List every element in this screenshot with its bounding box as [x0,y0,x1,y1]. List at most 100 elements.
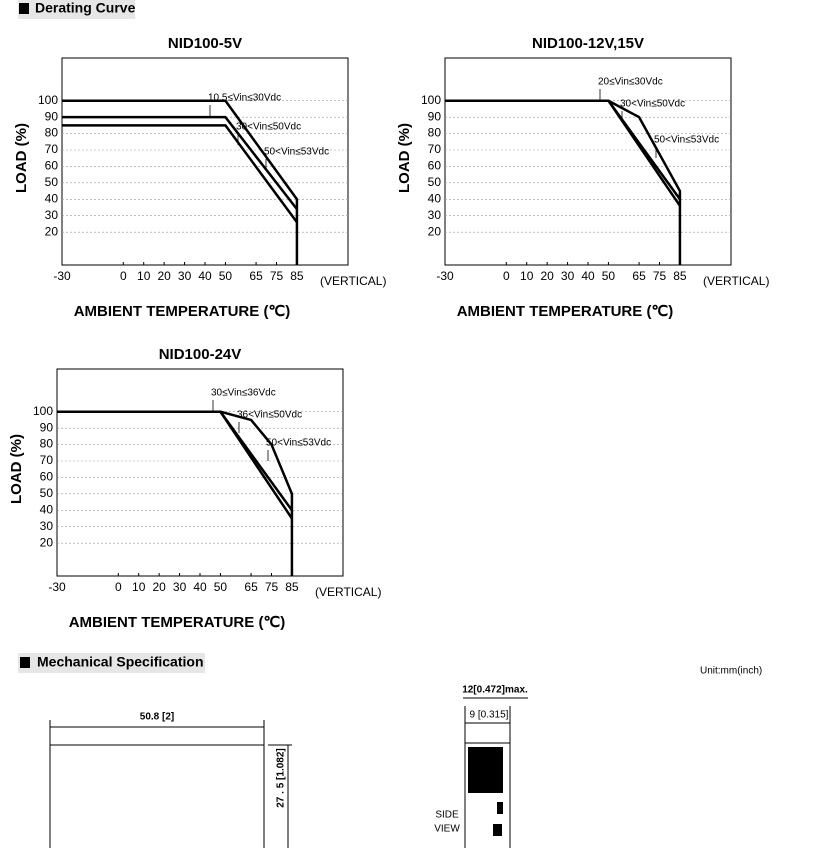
y-tick-label: 100 [38,93,58,107]
x-tick-label: 75 [270,269,284,283]
x-tick-label: -30 [48,580,66,594]
y-tick-label: 80 [428,126,442,140]
x-axis-label: AMBIENT TEMPERATURE (℃) [457,303,674,320]
y-tick-label: 80 [45,126,59,140]
module-side [464,742,511,848]
y-tick-label: 30 [428,208,442,222]
derating-line [57,410,293,520]
curve-label: 30≤Vin≤36Vdc [211,388,276,399]
x-tick-label: 0 [120,269,127,283]
dim-height: 27 . 5 [1.082] [276,748,287,807]
y-tick-label: 70 [428,142,442,156]
curve-label: 30<Vin≤50Vdc [236,122,301,133]
y-tick-label: 30 [40,519,54,533]
pin [493,824,502,836]
y-tick-label: 20 [45,224,59,238]
x-tick-label: 85 [673,269,687,283]
derating-line [445,99,681,207]
chart-title: NID100-5V [168,35,242,52]
x-tick-label: -30 [53,269,71,283]
derating-line [62,124,298,224]
y-tick-label: 70 [40,453,54,467]
x-tick-label: 10 [132,580,146,594]
dim-width: 50.8 [2] [140,712,174,723]
y-tick-label: 90 [428,109,442,123]
y-tick-label: 100 [33,404,53,418]
x-tick-label: 30 [173,580,187,594]
x-tick-label: 85 [285,580,299,594]
derating-line [62,115,298,210]
x-tick-label: 10 [137,269,151,283]
section-header-bg [18,0,135,19]
y-tick-label: 70 [45,142,59,156]
curve-label: 20≤Vin≤30Vdc [598,77,663,88]
x-tick-label: 30 [561,269,575,283]
side-view-label: SIDE [435,810,459,821]
plot-frame [56,368,344,577]
y-tick-label: 40 [45,191,59,205]
plot-frame [61,57,349,266]
axis-note: (VERTICAL) [703,274,769,288]
derating-line [62,99,299,265]
chart-title: NID100-12V,15V [532,35,644,52]
y-tick-label: 80 [40,437,54,451]
dim-depth-max: 12[0.472]max. [462,685,528,696]
module-front [49,744,265,848]
y-tick-label: 40 [40,502,54,516]
curve-label: 10.5≤Vin≤30Vdc [208,93,281,104]
x-tick-label: 10 [520,269,534,283]
x-tick-label: 50 [214,580,228,594]
x-tick-label: 65 [632,269,646,283]
x-tick-label: 20 [157,269,171,283]
x-tick-label: 85 [290,269,304,283]
curve-label: 36<Vin≤50Vdc [237,410,302,421]
unit-note: Unit:mm(inch) [700,666,762,677]
y-tick-label: 40 [428,191,442,205]
side-view-label: VIEW [434,824,460,835]
x-tick-label: 75 [265,580,279,594]
x-tick-label: 75 [653,269,667,283]
x-tick-label: 40 [581,269,595,283]
dim-depth: 9 [0.315] [470,710,509,721]
y-tick-label: 60 [40,470,54,484]
x-tick-label: 20 [540,269,554,283]
axis-note: (VERTICAL) [320,274,386,288]
y-tick-label: 50 [45,175,59,189]
curve-label: 50<Vin≤53Vdc [266,438,331,449]
section-header-bg [18,653,205,673]
x-axis-label: AMBIENT TEMPERATURE (℃) [74,303,291,320]
bullet [20,657,30,668]
x-tick-label: 40 [198,269,212,283]
y-tick-label: 100 [421,93,441,107]
y-tick-label: 20 [40,535,54,549]
x-tick-label: 65 [249,269,263,283]
y-axis-label: LOAD (%) [396,123,413,193]
curve-label: 30<Vin≤50Vdc [620,99,685,110]
curve-label: 50<Vin≤53Vdc [654,135,719,146]
x-tick-label: 30 [178,269,192,283]
y-tick-label: 30 [45,208,59,222]
y-tick-label: 60 [45,159,59,173]
y-tick-label: 90 [45,109,59,123]
x-tick-label: 0 [115,580,122,594]
axis-note: (VERTICAL) [315,585,381,599]
section-title: Derating Curve [35,0,136,16]
y-axis-label: LOAD (%) [8,434,25,504]
x-tick-label: 50 [602,269,616,283]
y-tick-label: 90 [40,420,54,434]
y-tick-label: 50 [40,486,54,500]
y-tick-label: 50 [428,175,442,189]
pin [497,802,503,814]
x-tick-label: 50 [219,269,233,283]
x-axis-label: AMBIENT TEMPERATURE (℃) [69,614,286,631]
y-axis-label: LOAD (%) [13,123,30,193]
curve-label: 50<Vin≤53Vdc [264,147,329,158]
y-tick-label: 20 [428,224,442,238]
section-title: Mechanical Specification [37,654,204,670]
x-tick-label: 40 [193,580,207,594]
chart-title: NID100-24V [159,346,242,363]
component [468,747,503,793]
x-tick-label: 65 [244,580,258,594]
y-tick-label: 60 [428,159,442,173]
